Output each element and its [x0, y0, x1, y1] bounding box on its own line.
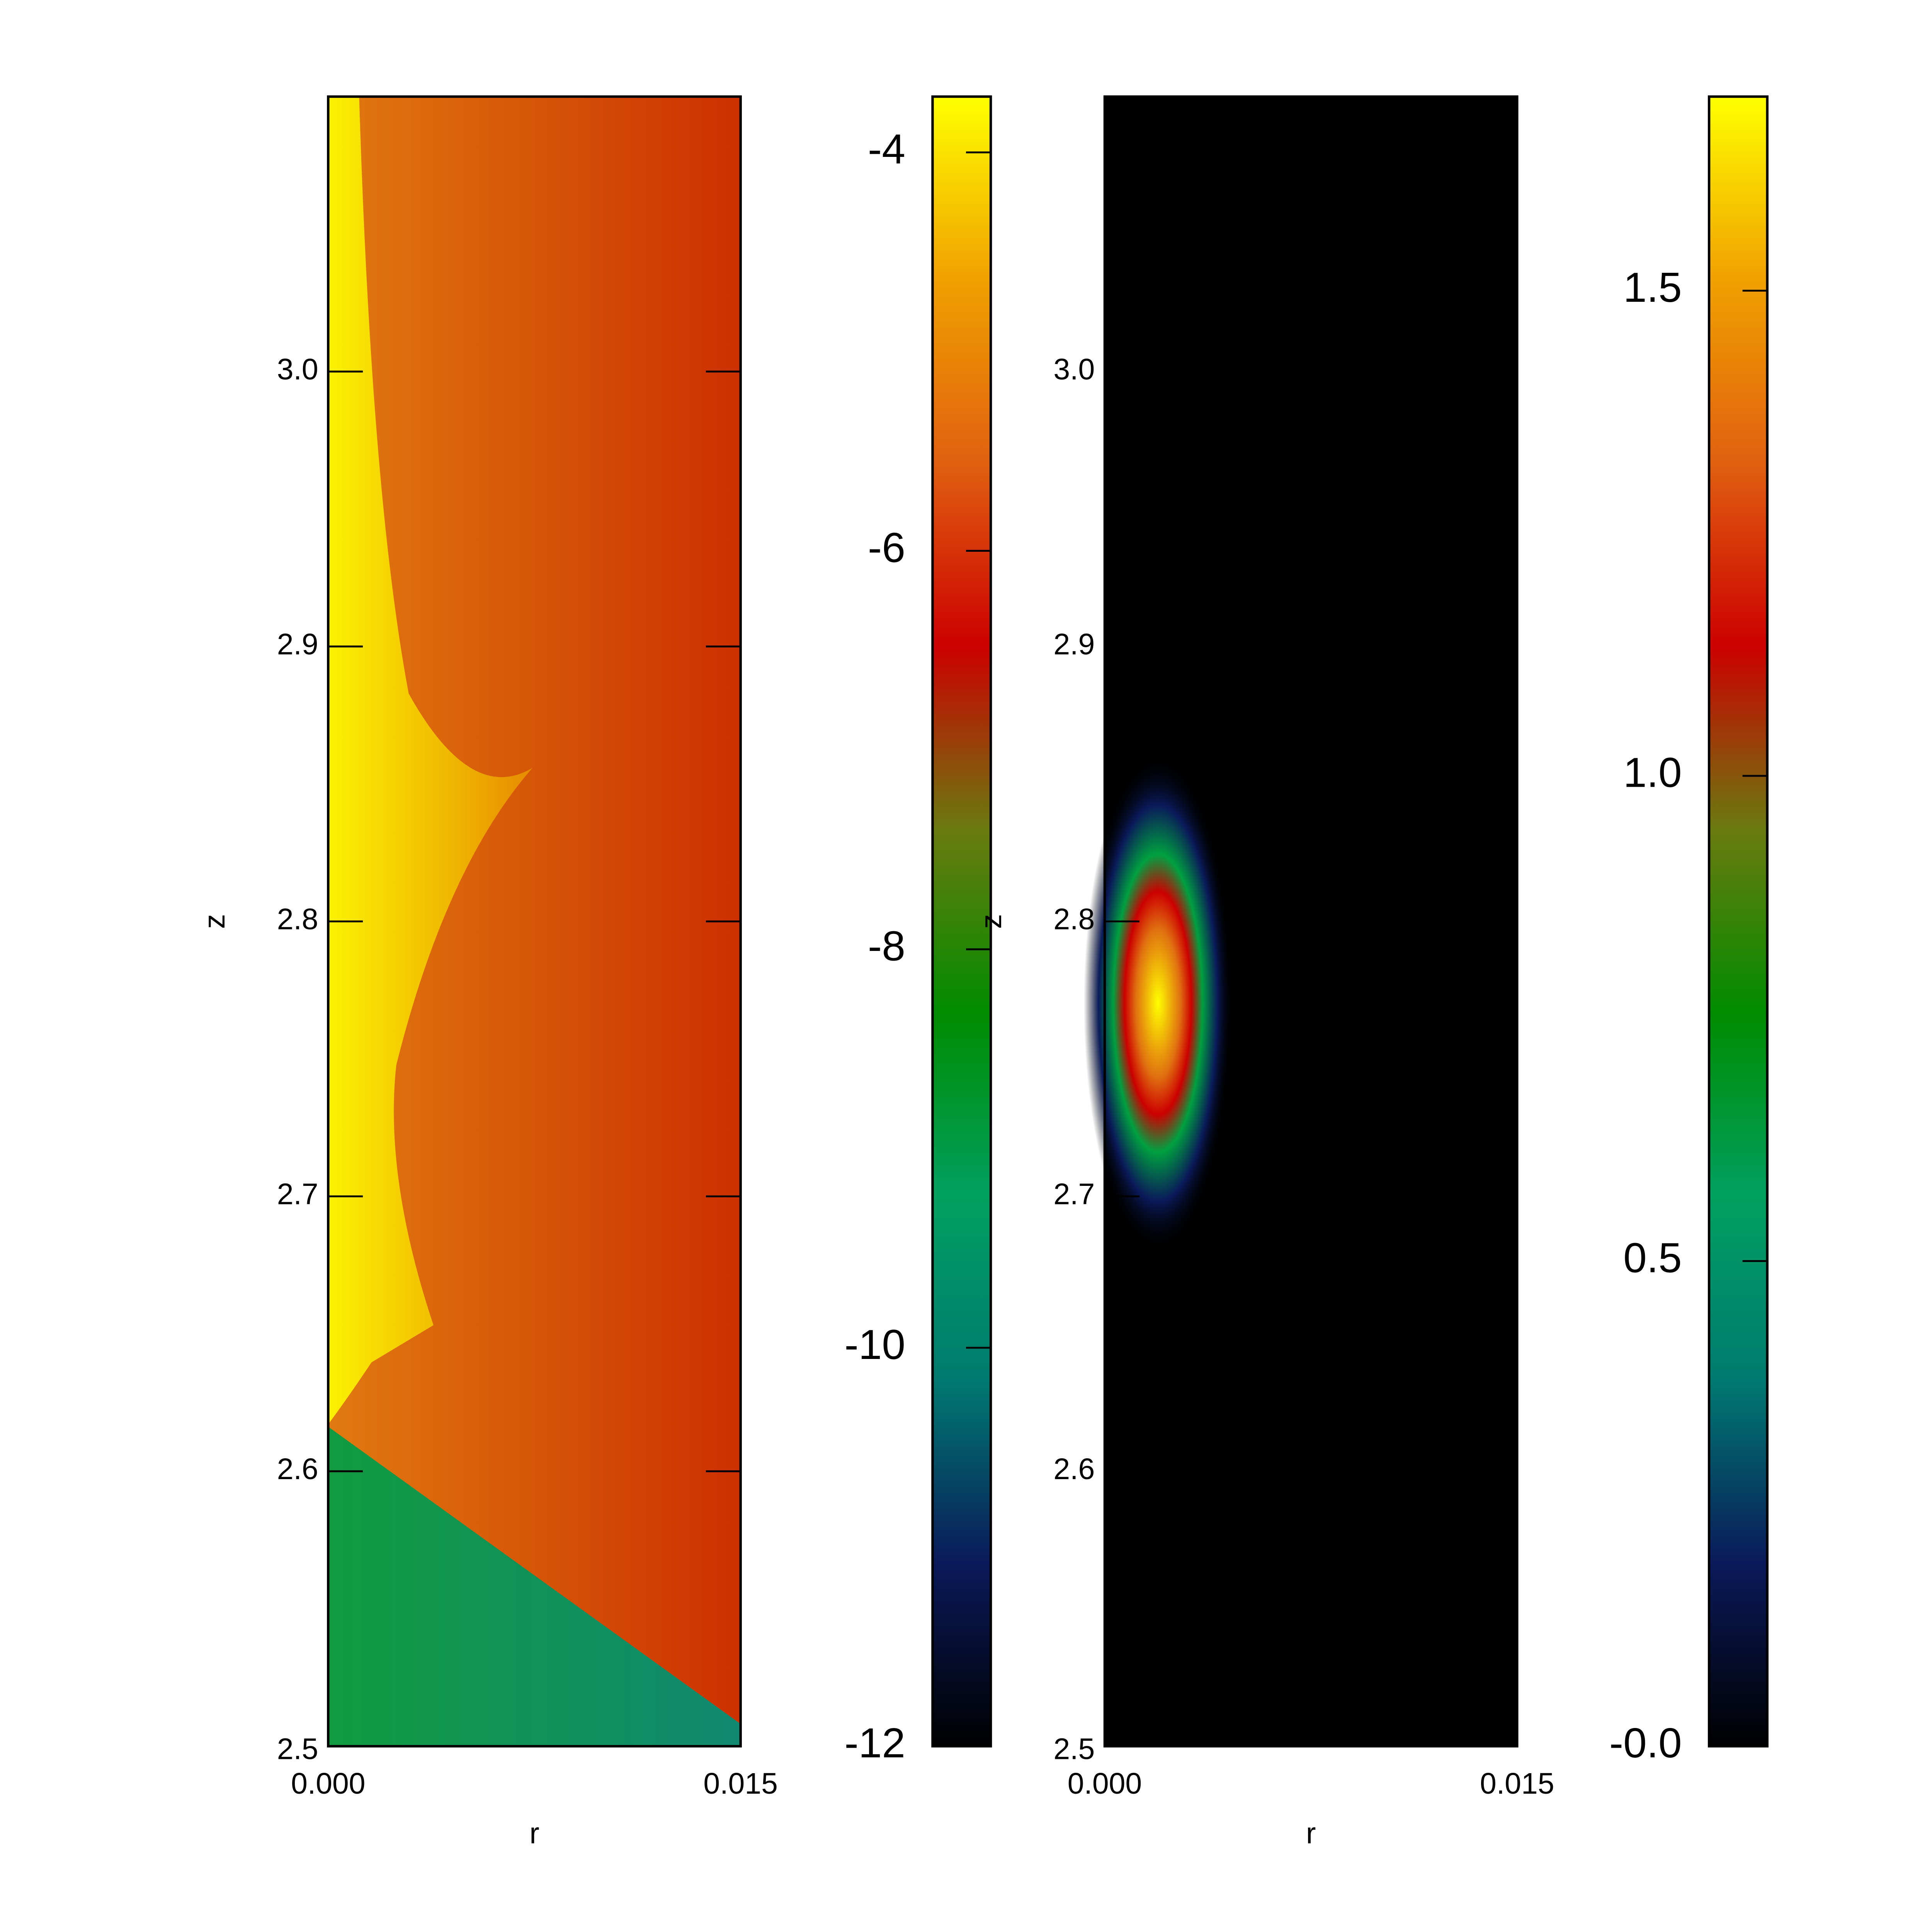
y-tick-label: 2.8 — [277, 903, 318, 936]
x-tick-label: 0.000 — [1068, 1767, 1142, 1800]
y-axis-label: z — [198, 914, 231, 929]
colorbar-tick-label: 1.0 — [1623, 749, 1682, 796]
y-tick-label: 2.7 — [277, 1177, 318, 1211]
x-tick-label: 0.015 — [1480, 1767, 1554, 1800]
y-tick-label: 3.0 — [1053, 353, 1095, 386]
colorbar-tick-label: -0.0 — [1609, 1719, 1682, 1767]
heatmap-image — [328, 97, 741, 1747]
y-tick-label: 2.5 — [277, 1732, 318, 1765]
y-tick-label: 2.9 — [1053, 628, 1095, 661]
colorbar — [1708, 95, 1769, 1748]
x-tick-label: 0.000 — [291, 1767, 365, 1800]
y-tick-label: 2.6 — [277, 1452, 318, 1486]
x-tick-label: 0.015 — [703, 1767, 777, 1800]
y-axis-label: z — [975, 914, 1008, 929]
colorbar-tick-label: 1.5 — [1623, 264, 1682, 311]
y-tick-label: 2.5 — [1053, 1732, 1095, 1765]
y-tick-label: 2.9 — [277, 628, 318, 661]
colorbar-tick-label: -4 — [868, 126, 905, 173]
heatmap-image — [1083, 97, 1517, 1747]
colorbar-tick-label: -8 — [868, 923, 905, 970]
y-tick-label: 2.8 — [1053, 903, 1095, 936]
colorbar-tick-label: -12 — [844, 1719, 905, 1767]
x-axis-label: r — [1306, 1816, 1316, 1850]
colorbar-tick-label: -6 — [868, 524, 905, 571]
y-tick-label: 2.6 — [1053, 1452, 1095, 1486]
y-tick-label: 2.7 — [1053, 1177, 1095, 1211]
x-axis-label: r — [529, 1816, 539, 1850]
y-tick-label: 3.0 — [277, 353, 318, 386]
colorbar — [931, 95, 992, 1748]
colorbar-tick-label: 0.5 — [1623, 1234, 1682, 1281]
colorbar-tick-label: -10 — [844, 1321, 905, 1368]
